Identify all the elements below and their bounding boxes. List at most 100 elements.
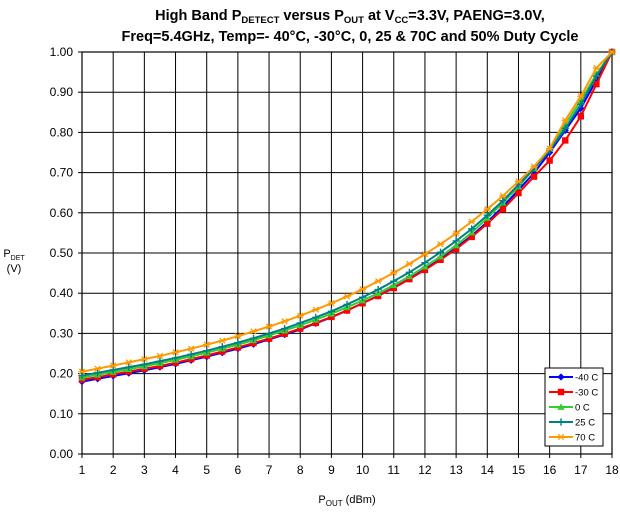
data-point: [343, 293, 351, 300]
data-point: [561, 117, 569, 124]
y-tick-label: 0.30: [50, 326, 74, 340]
data-point: [405, 272, 413, 280]
legend-label: 0 C: [575, 403, 590, 414]
data-point: [608, 48, 616, 56]
x-tick-label: 18: [605, 463, 619, 477]
data-point: [281, 324, 289, 333]
y-tick-label: 0.00: [50, 447, 74, 461]
y-tick-label: 0.20: [50, 367, 74, 381]
data-point: [234, 333, 242, 340]
data-point: [577, 113, 585, 120]
legend-item: -40 C: [549, 373, 598, 384]
data-point: [499, 197, 507, 205]
data-point: [468, 218, 476, 225]
data-point: [374, 285, 382, 294]
data-point: [156, 357, 164, 365]
data-point: [171, 349, 180, 356]
data-point: [343, 300, 351, 309]
data-point: [452, 241, 460, 249]
chart-title-line2: Freq=5.4GHz, Temp=- 40°C, -30°C, 0, 25 &…: [122, 29, 579, 45]
y-tick-label: 0.90: [50, 85, 74, 99]
x-tick-label: 12: [418, 463, 432, 477]
x-tick-label: 3: [141, 463, 148, 477]
y-tick-label: 0.10: [50, 407, 74, 421]
data-point: [592, 76, 601, 84]
series-25C: [78, 48, 616, 380]
data-point: [265, 335, 273, 342]
x-tick-label: 5: [203, 463, 210, 477]
data-point: [358, 293, 367, 301]
series-70C: [78, 48, 616, 375]
y-axis-label: PDET: [3, 248, 25, 262]
data-point: [171, 354, 180, 362]
x-tick-label: 4: [172, 463, 179, 477]
data-point: [421, 259, 429, 267]
data-point: [546, 157, 553, 164]
x-tick-label: 7: [266, 463, 273, 477]
x-tick-label: 2: [110, 463, 117, 477]
data-point: [436, 248, 445, 256]
data-point: [296, 312, 304, 319]
data-point: [312, 319, 320, 327]
data-point: [592, 72, 601, 80]
data-point: [187, 350, 195, 358]
x-tick-label: 6: [235, 463, 242, 477]
data-point: [327, 307, 336, 315]
x-tick-label: 17: [574, 463, 588, 477]
legend: -40 C -30 C 0 C 25 C 70 C: [549, 373, 598, 444]
legend-item: 70 C: [549, 433, 595, 444]
data-point: [78, 372, 86, 380]
data-point: [483, 211, 491, 219]
data-point: [249, 334, 258, 342]
data-point: [296, 319, 304, 327]
data-point: [452, 237, 460, 245]
y-tick-label: 1.00: [50, 45, 74, 59]
legend-marker: [557, 403, 565, 410]
data-point: [437, 256, 444, 264]
data-point: [109, 366, 117, 374]
data-point: [327, 300, 336, 307]
data-point: [452, 230, 460, 237]
legend-label: 70 C: [575, 433, 595, 444]
data-point: [312, 313, 320, 321]
data-point: [203, 341, 211, 348]
data-point: [297, 325, 304, 332]
series-group: [78, 48, 616, 386]
data-point: [577, 93, 585, 100]
legend-marker: [557, 388, 565, 396]
y-axis-unit: (V): [7, 263, 22, 275]
data-point: [483, 206, 491, 213]
data-point: [93, 365, 102, 372]
x-tick-label: 11: [388, 463, 401, 477]
x-axis-label: POUT (dBm): [318, 494, 375, 508]
data-point: [577, 100, 585, 108]
data-point: [484, 220, 491, 227]
data-point: [125, 363, 133, 371]
data-point: [390, 281, 398, 289]
data-point: [421, 263, 429, 270]
data-point: [562, 137, 569, 144]
legend-label: 25 C: [575, 418, 595, 429]
data-point: [436, 240, 445, 248]
legend-label: -40 C: [575, 373, 598, 384]
data-point: [281, 318, 289, 325]
data-point: [468, 225, 476, 233]
data-point: [374, 277, 382, 285]
data-point: [328, 313, 335, 321]
data-point: [265, 323, 273, 330]
data-point: [156, 352, 164, 360]
data-point: [530, 163, 538, 170]
y-axis-ticks: 0.00 0.10 0.20 0.30 0.40 0.50 0.60 0.70 0.80 0.90…: [50, 45, 82, 461]
data-point: [514, 178, 523, 185]
x-tick-label: 1: [79, 463, 86, 477]
data-point: [218, 343, 226, 351]
x-tick-label: 13: [449, 463, 463, 477]
data-point: [405, 268, 413, 276]
legend-marker: [557, 418, 565, 426]
data-point: [530, 173, 538, 180]
x-tick-label: 14: [481, 463, 495, 477]
data-point: [468, 233, 475, 241]
data-point: [343, 307, 351, 314]
data-point: [561, 124, 569, 132]
